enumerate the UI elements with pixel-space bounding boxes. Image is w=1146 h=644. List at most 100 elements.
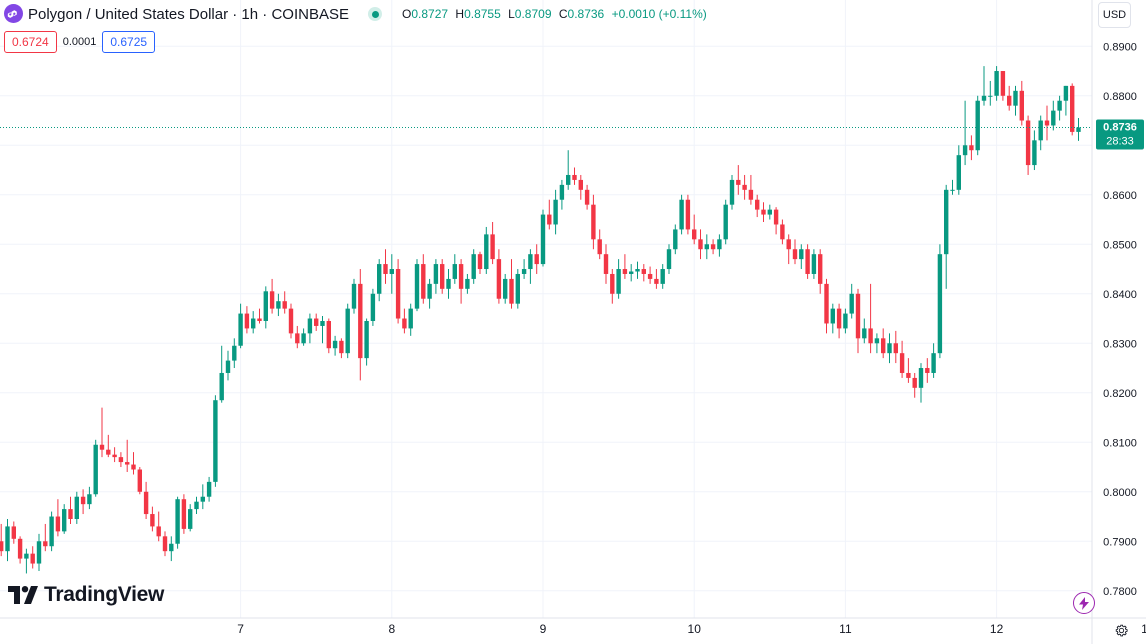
candle [1007,85,1012,111]
candle [62,504,67,534]
candle [616,259,621,299]
price-tick-label: 0.8500 [1103,239,1137,251]
candle [452,254,457,284]
candle [269,278,275,314]
candle [345,303,350,359]
close-value: 0.8736 [567,7,605,21]
candle [200,484,205,510]
candle [503,273,508,304]
tradingview-logo[interactable]: TradingView [8,583,164,607]
candle [131,452,136,475]
candle [521,259,527,279]
candle [1025,115,1031,175]
chart-header: Polygon / United States Dollar · 1h · CO… [0,0,1092,28]
candle [647,266,653,284]
candle [736,165,741,195]
chart-background [0,0,1092,618]
candle [421,254,426,304]
candle [395,259,401,324]
candles [0,66,1081,574]
symbol-title[interactable]: Polygon / United States Dollar · 1h · CO… [28,6,349,23]
candle [950,179,955,195]
sell-button[interactable]: 0.6724 [4,31,57,53]
bar-countdown: 28:33 [1106,135,1134,147]
candle [471,249,476,284]
candle [918,363,924,403]
time-tick-label: 13 [1141,622,1146,636]
candle [559,179,565,210]
candle [692,214,697,245]
candle [137,467,142,495]
candle [855,288,861,354]
price-tick-label: 0.8900 [1103,41,1137,53]
candle [0,523,4,557]
candle [925,358,930,383]
candle [591,194,596,250]
candle [578,174,583,200]
candle [836,303,842,339]
open-label: O [402,7,412,21]
candle [364,318,369,366]
time-tick-label: 9 [540,622,547,636]
candle [257,308,262,324]
candle [307,313,313,344]
candle [635,261,640,279]
candle [383,249,388,284]
price-tick-label: 0.8000 [1103,487,1137,499]
price-tick-label: 0.8600 [1103,190,1137,202]
polygon-logo-icon [4,4,23,23]
candle [767,204,772,220]
candle [181,494,187,534]
change-value: +0.0010 (+0.11%) [611,7,707,21]
candle [723,199,728,245]
candle [849,283,854,319]
candle [553,189,558,235]
candle [1044,105,1050,141]
candle [566,150,571,190]
candle [490,222,495,265]
candle [36,533,42,571]
gear-icon[interactable] [1112,621,1130,639]
candle [162,531,168,557]
candle [326,318,331,354]
candle [572,167,577,185]
candle [188,504,193,532]
candle [93,439,98,497]
candle [629,264,634,282]
candle [899,340,905,378]
candle [389,254,394,294]
candle [887,333,892,364]
candle [238,303,243,349]
candle [458,259,464,304]
candle [175,496,180,549]
candle [975,95,980,156]
candle [156,511,161,542]
lightning-icon[interactable] [1073,592,1095,614]
candle [1057,95,1062,121]
time-tick-label: 11 [839,622,852,636]
candle [969,135,974,161]
buy-button[interactable]: 0.6725 [102,31,156,53]
candle [1038,115,1043,151]
market-status-icon[interactable] [368,7,382,21]
candle [780,219,785,245]
candle [30,546,35,569]
candle [761,202,766,222]
candle [509,259,514,309]
candle [213,395,218,487]
currency-selector[interactable]: USD [1098,2,1131,28]
candle [937,244,943,359]
candle [169,536,174,562]
candle [24,548,29,574]
candle [874,333,880,354]
tradingview-logo-icon [8,586,38,604]
candle [1019,80,1024,126]
candle [143,481,149,519]
candle [402,308,407,334]
candle [843,308,848,334]
candle [773,207,779,235]
candle [805,244,810,279]
candle [80,489,86,515]
candle [55,499,61,537]
